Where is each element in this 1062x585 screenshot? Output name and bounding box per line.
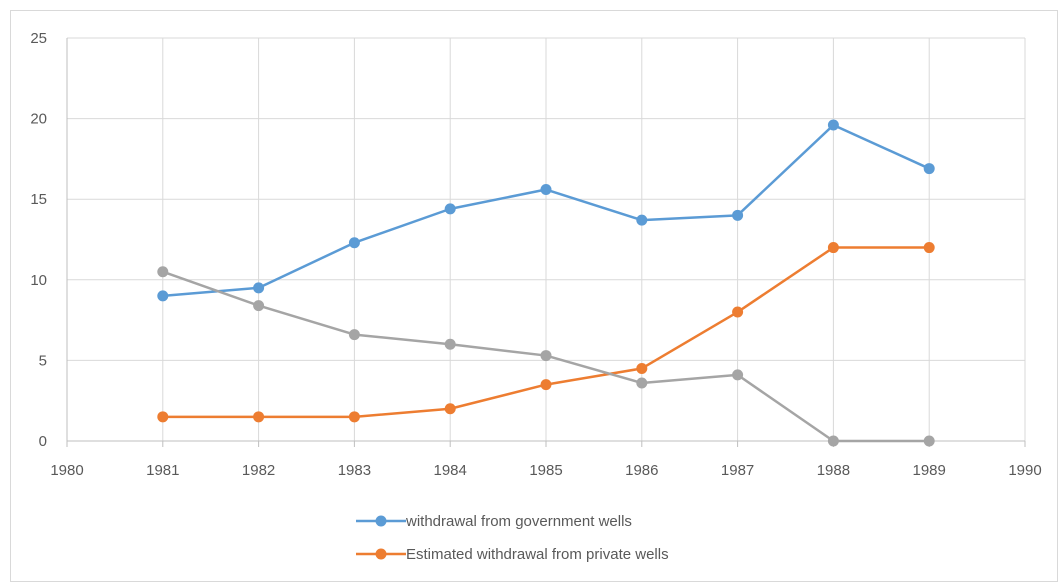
data-point (636, 362, 648, 374)
data-point (540, 184, 552, 196)
data-point (253, 300, 265, 312)
y-tick-label: 0 (39, 433, 47, 450)
x-tick-label: 1984 (434, 462, 467, 479)
x-tick-label: 1983 (338, 462, 371, 479)
y-tick-label: 20 (30, 111, 47, 128)
series-lines (157, 119, 935, 447)
data-point (444, 338, 456, 350)
y-tick-label: 5 (39, 352, 47, 369)
series-0 (157, 119, 935, 302)
x-tick-label: 1982 (242, 462, 275, 479)
series-1 (157, 242, 935, 423)
data-point (348, 411, 360, 423)
data-point (348, 329, 360, 341)
data-point (923, 242, 935, 254)
y-axis: 0 5 10 15 20 25 (30, 30, 68, 450)
x-tick-label: 1986 (625, 462, 658, 479)
x-tick-label: 1987 (721, 462, 754, 479)
data-point (157, 411, 169, 423)
data-point (636, 377, 648, 389)
data-point (827, 119, 839, 131)
gridlines (67, 37, 1026, 441)
data-point (732, 209, 744, 221)
y-tick-label: 15 (30, 191, 47, 208)
legend-swatch-marker (375, 515, 387, 527)
legend-swatch-marker (375, 548, 387, 560)
data-point (157, 266, 169, 278)
data-point (732, 306, 744, 318)
data-point (253, 411, 265, 423)
data-point (827, 435, 839, 447)
data-point (444, 203, 456, 215)
data-point (157, 290, 169, 302)
data-point (348, 237, 360, 249)
chart-area (10, 10, 1058, 582)
x-tick-label: 1989 (913, 462, 946, 479)
y-tick-label: 25 (30, 30, 47, 47)
x-tick-label: 1981 (146, 462, 179, 479)
legend-label: Estimated withdrawal from private wells (406, 546, 669, 563)
data-point (923, 435, 935, 447)
data-point (732, 369, 744, 381)
data-point (636, 214, 648, 226)
data-point (923, 163, 935, 175)
x-tick-label: 1980 (50, 462, 83, 479)
series-2 (157, 266, 935, 447)
x-tick-label: 1985 (529, 462, 562, 479)
legend-label: withdrawal from government wells (405, 513, 632, 530)
x-tick-label: 1990 (1008, 462, 1041, 479)
data-point (540, 379, 552, 391)
legend-item: Estimated withdrawal from private wells (356, 546, 669, 563)
data-point (827, 242, 839, 254)
y-tick-label: 10 (30, 272, 47, 289)
data-point (540, 350, 552, 362)
x-axis: 1980 1981 1982 1983 1984 1985 1986 1987 1988 1989… (50, 440, 1042, 479)
legend: withdrawal from government wells Estimate… (356, 513, 669, 563)
legend-item: withdrawal from government wells (356, 513, 632, 530)
x-tick-label: 1988 (817, 462, 850, 479)
data-point (444, 403, 456, 415)
data-point (253, 282, 265, 294)
